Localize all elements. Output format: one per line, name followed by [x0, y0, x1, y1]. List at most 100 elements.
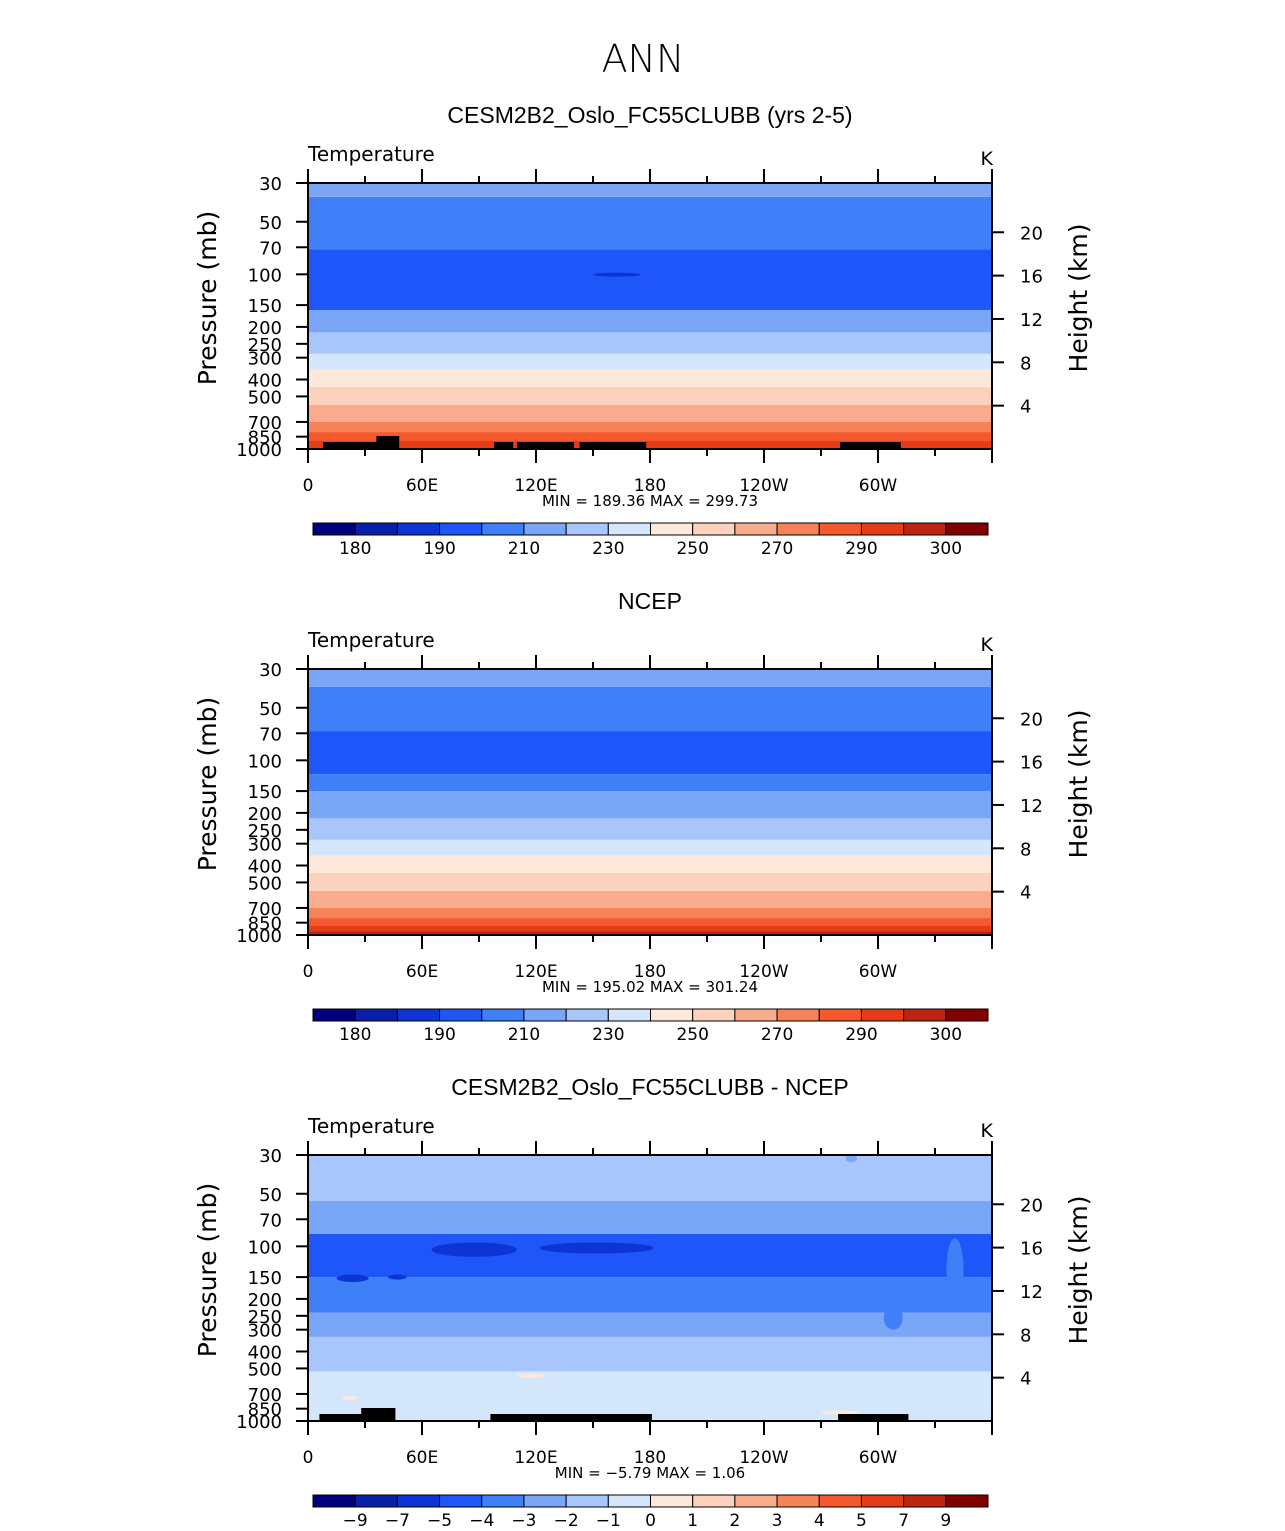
colorbar-box: [945, 522, 989, 536]
colorbar-label: −4: [469, 1511, 494, 1531]
x-tick-label: 0: [303, 962, 314, 982]
colorbar-box: [312, 522, 356, 536]
contour-band: [308, 309, 992, 333]
terrain-mask: [838, 1414, 909, 1421]
pressure-tick-label: 300: [248, 349, 282, 370]
variable-label: Temperature: [307, 628, 435, 652]
height-tick-label: 12: [1020, 310, 1043, 331]
colorbar-label: 9: [940, 1511, 951, 1531]
height-tick-label: 8: [1020, 353, 1031, 374]
height-tick-label: 4: [1020, 883, 1031, 904]
contour-band: [308, 249, 992, 310]
pressure-tick-label: 50: [259, 213, 282, 234]
contour-patch: [387, 1274, 407, 1280]
pressure-tick-label: 500: [248, 1359, 282, 1380]
colorbar-box: [607, 1494, 651, 1508]
height-tick-label: 20: [1020, 1195, 1043, 1216]
contour-band: [308, 855, 992, 873]
colorbar-label: 250: [676, 539, 708, 559]
colorbar-label: −3: [511, 1511, 536, 1531]
contour-band: [308, 386, 992, 406]
colorbar-box: [818, 522, 862, 536]
pressure-tick-label: 200: [248, 1290, 282, 1311]
colorbar-label: 190: [423, 1025, 455, 1045]
pressure-tick-label: 30: [259, 1146, 282, 1167]
contour-band: [308, 332, 992, 354]
contour-band: [308, 818, 992, 840]
colorbar-box: [565, 522, 609, 536]
contour-band: [308, 669, 992, 687]
contour-band: [308, 353, 992, 370]
colorbar-box: [396, 1008, 441, 1022]
colorbar-label: 230: [592, 539, 624, 559]
colorbar-box: [481, 1008, 525, 1022]
contour-patch: [593, 272, 641, 277]
pressure-tick-label: 100: [248, 751, 282, 772]
colorbar-box: [818, 1008, 862, 1022]
pressure-tick-label: 400: [248, 1342, 282, 1363]
colorbar-box: [734, 522, 778, 536]
x-tick-label: 60E: [406, 1448, 438, 1468]
y2-axis-label: Height (km): [1064, 224, 1093, 373]
contour-band: [308, 1371, 992, 1421]
contour-band: [308, 1277, 992, 1313]
units-label: K: [981, 634, 994, 656]
colorbar-label: 2: [729, 1511, 740, 1531]
colorbar-box: [860, 522, 905, 536]
colorbar-box: [776, 522, 820, 536]
colorbar-box: [903, 1494, 947, 1508]
pressure-tick-label: 400: [248, 370, 282, 391]
x-tick-label: 60W: [859, 1448, 898, 1468]
colorbar-box: [776, 1494, 820, 1508]
pressure-tick-label: 250: [248, 821, 282, 842]
x-tick-label: 0: [303, 1448, 314, 1468]
panel-title: NCEP: [618, 588, 682, 614]
contour-band: [308, 731, 992, 775]
colorbar-box: [354, 522, 398, 536]
colorbar-box: [565, 1008, 609, 1022]
x-tick-label: 60W: [859, 476, 898, 496]
colorbar-label: 3: [772, 1511, 783, 1531]
colorbar-box: [312, 1494, 356, 1508]
contour-band: [308, 183, 992, 197]
terrain-mask: [840, 442, 901, 449]
colorbar-box: [439, 1008, 483, 1022]
colorbar-box: [650, 1008, 694, 1022]
colorbar-box: [734, 1494, 778, 1508]
colorbar-box: [439, 1494, 483, 1508]
height-tick-label: 8: [1020, 839, 1031, 860]
x-tick-label: 120E: [514, 476, 557, 496]
colorbar-box: [523, 522, 567, 536]
x-tick-label: 180: [634, 476, 666, 496]
pressure-tick-label: 850: [248, 1400, 282, 1421]
contour-band: [308, 872, 992, 892]
contour-band: [308, 1155, 992, 1201]
colorbar-box: [692, 522, 736, 536]
colorbar-label: −7: [385, 1511, 410, 1531]
colorbar-box: [523, 1008, 567, 1022]
pressure-tick-label: 70: [259, 238, 282, 259]
pressure-tick-label: 500: [248, 873, 282, 894]
terrain-mask: [579, 442, 647, 449]
terrain-mask: [323, 442, 388, 449]
contour-patch: [431, 1242, 517, 1257]
colorbar-label: 300: [930, 1025, 962, 1045]
colorbar-box: [312, 1008, 356, 1022]
contour-band: [308, 196, 992, 250]
terrain-mask: [517, 442, 574, 449]
colorbar-label: 210: [508, 1025, 540, 1045]
colorbar-box: [354, 1494, 398, 1508]
contour-band: [308, 907, 992, 919]
colorbar-box: [523, 1494, 567, 1508]
contour-band: [308, 421, 992, 433]
height-tick-label: 8: [1020, 1325, 1031, 1346]
colorbar-box: [607, 1008, 651, 1022]
pressure-tick-label: 150: [248, 296, 282, 317]
colorbar-label: 4: [814, 1511, 825, 1531]
contour-band: [308, 441, 992, 449]
pressure-tick-label: 300: [248, 1321, 282, 1342]
pressure-tick-label: 100: [248, 1237, 282, 1258]
height-tick-label: 20: [1020, 709, 1043, 730]
pressure-tick-label: 30: [259, 660, 282, 681]
